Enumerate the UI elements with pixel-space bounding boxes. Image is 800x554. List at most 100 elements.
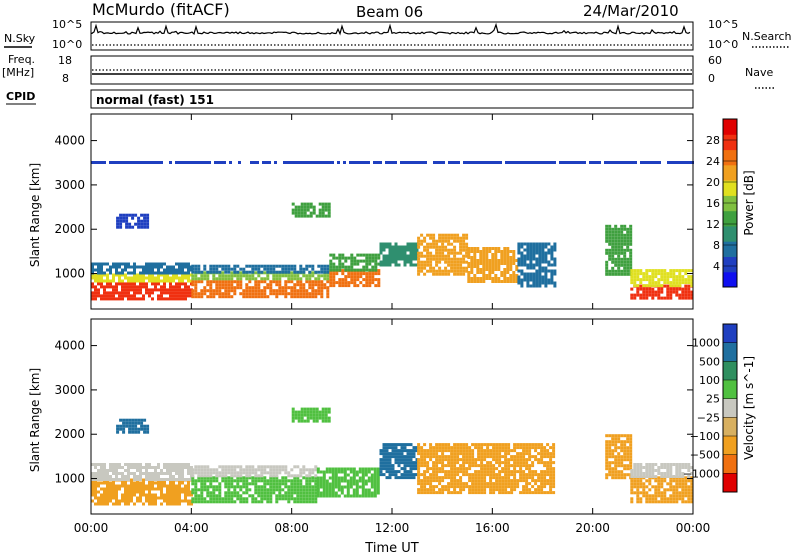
data-cell	[100, 463, 103, 466]
data-cell	[290, 491, 294, 495]
data-cell	[373, 494, 377, 498]
data-cell	[368, 259, 372, 263]
data-cell	[269, 280, 273, 284]
data-cell	[94, 285, 97, 289]
data-cell	[636, 491, 640, 495]
data-cell	[639, 293, 643, 297]
data-cell	[520, 242, 524, 246]
data-cell	[512, 280, 516, 283]
data-cell	[365, 278, 369, 282]
data-cell	[608, 236, 612, 240]
data-cell	[690, 479, 694, 483]
data-cell	[435, 455, 439, 459]
data-cell	[115, 297, 118, 301]
data-cell	[287, 292, 291, 296]
data-cell	[629, 239, 633, 243]
data-cell	[678, 296, 682, 300]
data-cell	[684, 476, 688, 480]
data-cell	[629, 227, 633, 231]
data-cell	[531, 491, 535, 495]
data-cell	[429, 482, 433, 486]
data-cell	[94, 276, 97, 280]
data-cell	[382, 449, 386, 453]
data-cell	[553, 245, 557, 249]
data-cell	[629, 467, 633, 471]
data-cell	[133, 493, 136, 497]
data-cell	[498, 452, 502, 456]
data-cell	[519, 470, 523, 474]
data-cell	[303, 419, 307, 423]
data-cell	[248, 274, 252, 278]
data-cell	[444, 248, 448, 252]
data-cell	[426, 476, 430, 480]
data-cell	[517, 269, 521, 273]
data-cell	[221, 292, 225, 296]
data-cell	[544, 275, 548, 279]
data-cell	[314, 270, 318, 274]
data-cell	[645, 284, 649, 288]
data-cell	[115, 273, 118, 277]
data-cell	[206, 479, 210, 483]
data-cell	[432, 464, 436, 468]
data-cell	[515, 280, 519, 283]
data-cell	[666, 284, 670, 288]
data-cell	[199, 161, 202, 164]
data-cell	[456, 449, 460, 453]
data-cell	[684, 272, 688, 276]
data-cell	[403, 467, 407, 471]
data-cell	[236, 474, 240, 478]
data-cell	[620, 251, 624, 255]
data-cell	[364, 473, 368, 477]
data-cell	[359, 272, 363, 276]
data-cell	[453, 473, 457, 477]
data-cell	[507, 452, 511, 456]
data-cell	[355, 491, 359, 495]
data-cell	[614, 440, 618, 444]
data-cell	[352, 476, 356, 480]
data-cell	[355, 485, 359, 489]
data-cell	[334, 479, 338, 483]
data-cell	[465, 455, 469, 459]
data-cell	[535, 260, 539, 264]
data-cell	[495, 479, 499, 483]
data-cell	[112, 484, 115, 488]
data-cell	[534, 458, 538, 462]
data-cell	[495, 452, 499, 456]
data-region	[116, 213, 150, 229]
data-cell	[494, 253, 498, 256]
data-cell	[511, 161, 514, 164]
data-cell	[331, 494, 335, 498]
data-cell	[300, 410, 304, 414]
data-cell	[160, 496, 163, 500]
data-cell	[409, 248, 413, 252]
data-cell	[94, 268, 97, 272]
data-cell	[470, 280, 474, 283]
data-cell	[617, 455, 621, 459]
data-cell	[316, 482, 320, 486]
data-cell	[118, 262, 121, 266]
data-cell	[651, 284, 655, 288]
data-cell	[541, 281, 545, 285]
data-cell	[553, 284, 557, 288]
data-cell	[438, 461, 442, 465]
data-cell	[415, 449, 419, 453]
data-cell	[362, 259, 366, 263]
data-cell	[526, 281, 530, 285]
data-cell	[308, 488, 312, 492]
data-cell	[160, 271, 163, 275]
data-cell	[519, 458, 523, 462]
data-cell	[520, 272, 524, 276]
data-cell	[281, 476, 285, 480]
data-cell	[453, 470, 457, 474]
data-cell	[543, 446, 547, 450]
data-cell	[498, 476, 502, 480]
data-cell	[284, 476, 288, 480]
data-cell	[459, 446, 463, 450]
data-cell	[487, 161, 490, 164]
data-cell	[371, 265, 375, 269]
data-cell	[453, 476, 457, 480]
data-cell	[669, 287, 673, 291]
data-cell	[269, 479, 273, 483]
data-cell	[175, 297, 178, 301]
data-cell	[473, 256, 477, 259]
